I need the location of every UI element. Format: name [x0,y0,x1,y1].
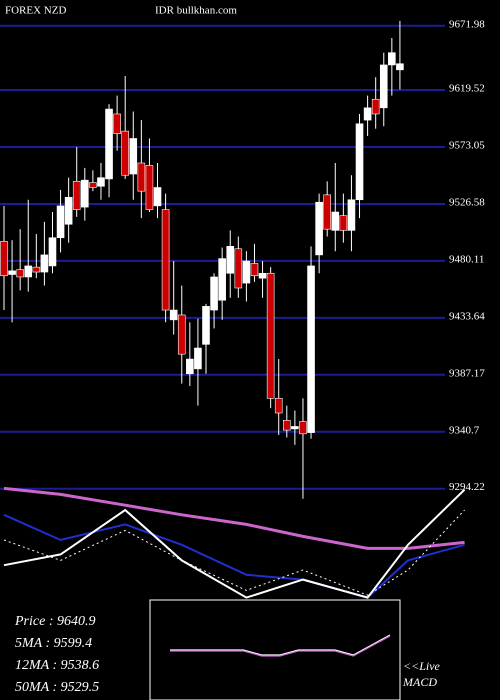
candle-body [299,421,307,435]
macd-line [170,635,391,657]
candle-body [274,397,283,414]
info-text: 5MA : 9599.4 [15,636,92,651]
candle-body [24,265,33,278]
candle-body [72,181,81,210]
candle-body [218,258,226,301]
candle-body [388,52,396,66]
candle-body [81,179,89,208]
candle-body [56,205,65,239]
candle-body [113,113,121,134]
candle-body [363,107,372,121]
candle-body [347,199,356,231]
candle-body [129,138,138,175]
candle-body [323,194,332,230]
info-text: Price : 9640.9 [14,614,95,629]
candle-body [89,182,97,188]
candle-body [355,123,364,201]
candle-body [153,187,162,207]
candle-body [40,254,49,273]
candle-body [242,260,251,284]
y-tick-label: 9340.7 [449,424,480,436]
ma-line [3,509,465,596]
y-tick-label: 9619.52 [449,83,485,95]
candle-body [315,201,323,256]
candle-body [339,215,348,231]
live-label: <<Live [403,659,441,673]
candle-body [282,420,291,431]
info-text: 50MA : 9529.5 [15,680,99,695]
macd-line [170,634,391,656]
candle-body [177,314,186,355]
candle-body [202,306,210,345]
candle-body [226,246,235,274]
candle-body [396,63,404,71]
candle-body [307,265,315,433]
candle-body [16,269,24,278]
candle-body [379,64,388,109]
y-tick-label: 9480.11 [449,253,484,265]
ma-line [3,513,465,599]
ma-line [3,486,465,550]
candle-body [105,108,113,180]
candle-body [250,263,259,277]
candle-body [210,276,218,311]
live-label: MACD [402,675,437,689]
candle-body [48,237,57,267]
candle-body [169,309,178,321]
candle-body [97,177,105,187]
candle-body [371,98,380,115]
candle-body [194,347,202,370]
candle-body [0,241,8,277]
candle-body [186,358,194,375]
candle-body [258,272,267,279]
chart-title: FOREX NZD [5,5,66,17]
candle-body [234,248,243,289]
candle-body [32,266,41,273]
info-text: 12MA : 9538.6 [15,658,99,673]
y-tick-label: 9387.17 [449,367,485,379]
candle-body [64,197,73,225]
candle-body [331,211,340,231]
candle-body [137,162,146,192]
y-tick-label: 9433.64 [449,310,485,322]
ma-line [3,488,466,599]
candle-body [8,270,16,275]
candle-body [121,130,129,176]
candle-body [145,165,154,210]
y-tick-label: 9671.98 [449,18,485,30]
candle-body [266,272,275,399]
y-tick-label: 9573.05 [449,140,485,152]
candle-body [291,426,299,430]
candle-body [161,209,170,311]
y-tick-label: 9294.22 [449,481,485,493]
y-tick-label: 9526.58 [449,196,485,208]
chart-subtitle: IDR bullkhan.com [155,5,237,17]
